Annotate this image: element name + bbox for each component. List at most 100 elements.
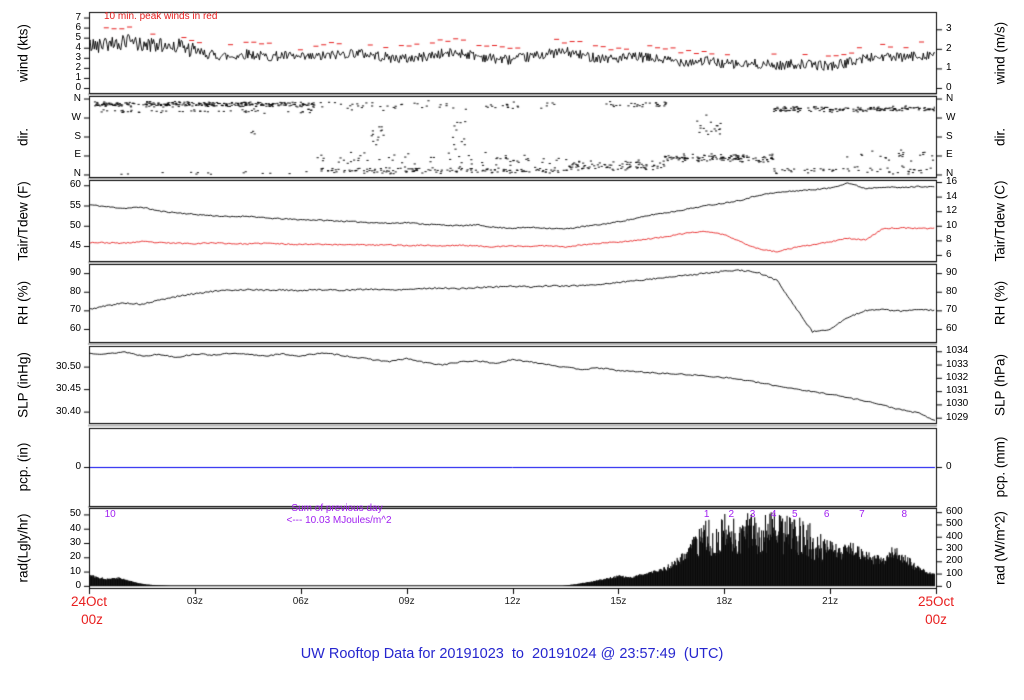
ytick-label-right: 300: [946, 543, 963, 554]
ytick-label-right: 14: [946, 190, 958, 202]
ylabel-tair-c: Tair/Tdew (C): [992, 179, 1008, 262]
ytick-label-left: 7: [75, 11, 81, 23]
ytick-label-left: 2: [75, 61, 81, 73]
xtick-label: 03z: [186, 596, 203, 607]
ytick-label-left: 50: [69, 508, 81, 520]
ylabel-dir-right: dir.: [992, 127, 1008, 146]
ytick-label-right: 400: [946, 530, 963, 542]
ylabel-pcp-in: pcp. (in): [15, 442, 31, 492]
ytick-label-left: 90: [69, 267, 81, 279]
ytick-label-right: 600: [946, 506, 963, 518]
ylabel-rad-wm2: rad (W/m^2): [992, 511, 1008, 585]
ytick-label-left: 70: [69, 304, 81, 316]
ytick-label-left: 50: [69, 219, 81, 231]
ytick-label-right: 1034: [946, 345, 969, 357]
ytick-label-right: 3: [946, 23, 952, 35]
xaxis-end-hour: 00z: [925, 612, 947, 627]
ytick-label-right: 1029: [946, 411, 969, 423]
ytick-label-left: N: [73, 92, 81, 104]
xtick-label: 09z: [398, 596, 415, 607]
ytick-label-left: 3: [75, 51, 81, 63]
ytick-label-right: 1030: [946, 398, 969, 410]
ytick-label-left: 40: [69, 522, 81, 534]
mj-marker: 8: [901, 509, 908, 520]
xtick-label: 06z: [292, 596, 309, 607]
mj-marker: 2: [728, 509, 735, 520]
ytick-label-right: 8: [946, 234, 952, 246]
ytick-label-left: 20: [69, 551, 81, 563]
ytick-label-left: 6: [75, 21, 81, 33]
ylabel-wind-kts: wind (kts): [15, 23, 31, 82]
ytick-label-right: 10: [946, 219, 958, 231]
ytick-label-right: 16: [946, 176, 958, 188]
mj-marker: 1: [703, 509, 710, 520]
ytick-label-left: 30.45: [55, 383, 81, 395]
ytick-label-right: 0: [946, 579, 952, 591]
ylabel-rh-right: RH (%): [992, 280, 1008, 326]
ytick-label-left: 0: [75, 579, 81, 591]
ytick-label-left: 30.40: [55, 405, 81, 417]
ylabel-pcp-mm: pcp. (mm): [992, 436, 1008, 498]
mj-marker: 7: [859, 509, 865, 520]
ylabel-slp-hpa: SLP (hPa): [992, 353, 1008, 416]
ytick-label-left: 30: [69, 537, 81, 548]
ytick-label-left: 45: [69, 240, 81, 251]
ytick-label-left: 1: [75, 71, 81, 83]
peak-winds-annotation: 10 min. peak winds in red: [104, 11, 218, 22]
xaxis-start-date: 24Oct: [70, 594, 108, 609]
ytick-label-right: 12: [946, 205, 958, 217]
ytick-label-right: 200: [946, 555, 963, 567]
ytick-label-right: 90: [946, 267, 958, 279]
ytick-label-left: 0: [75, 461, 81, 472]
ytick-label-left: 10: [69, 565, 81, 577]
mj-marker: 3: [749, 509, 756, 520]
ytick-label-right: W: [946, 111, 956, 123]
ytick-label-left: 60: [69, 322, 81, 334]
rad-sum-annotation-line2: <--- 10.03 MJoules/m^2: [286, 515, 392, 526]
ylabel-rad-lgly: rad(Lgly/hr): [15, 513, 31, 583]
ytick-label-left: 4: [75, 41, 81, 53]
xaxis-end-date: 25Oct: [917, 594, 955, 609]
xtick-label: 21z: [822, 596, 839, 607]
ylabel-wind-ms: wind (m/s): [992, 21, 1008, 84]
ytick-label-right: 100: [946, 567, 963, 579]
ylabel-slp-inhg: SLP (inHg): [15, 351, 31, 418]
ytick-label-right: N: [946, 92, 954, 104]
ytick-label-right: 0: [946, 81, 952, 93]
plot-title: UW Rooftop Data for 20191023 to 20191024…: [300, 646, 724, 662]
ytick-label-right: E: [946, 149, 953, 161]
mj-marker: 4: [770, 509, 777, 520]
ytick-label-right: 500: [946, 518, 963, 530]
ytick-label-right: 1032: [946, 371, 969, 383]
ytick-label-right: 6: [946, 248, 952, 260]
ytick-label-left: 0: [75, 81, 81, 93]
ytick-label-right: S: [946, 130, 953, 142]
ytick-label-right: 1031: [946, 385, 969, 397]
ytick-label-left: N: [73, 168, 81, 180]
ytick-label-left: 80: [69, 285, 81, 297]
ytick-label-left: 55: [69, 199, 81, 211]
xtick-label: 15z: [610, 596, 627, 607]
ytick-label-right: 1033: [946, 358, 969, 370]
ytick-label-right: 70: [946, 304, 958, 316]
xtick-label: 18z: [716, 596, 733, 607]
xtick-label: 12z: [504, 596, 521, 607]
ytick-label-right: 80: [946, 285, 958, 297]
ylabel-dir-left: dir.: [15, 127, 31, 146]
ylabel-tair-f: Tair/Tdew (F): [15, 180, 31, 261]
ytick-label-right: 60: [946, 322, 958, 334]
ylabel-rh-left: RH (%): [15, 280, 31, 326]
ytick-label-left: 60: [69, 179, 81, 191]
ytick-label-left: 5: [75, 31, 81, 43]
mj-marker: 10: [104, 509, 116, 520]
xaxis-start-hour: 00z: [81, 612, 103, 627]
ytick-label-right: 1: [946, 62, 952, 74]
ytick-label-right: 0: [946, 461, 952, 472]
ytick-label-right: N: [946, 168, 954, 180]
ytick-label-left: 30.50: [55, 360, 81, 372]
ytick-label-left: E: [74, 149, 81, 161]
rad-sum-annotation-line1: Sum of previous day: [291, 503, 383, 514]
ytick-label-left: W: [71, 111, 81, 123]
